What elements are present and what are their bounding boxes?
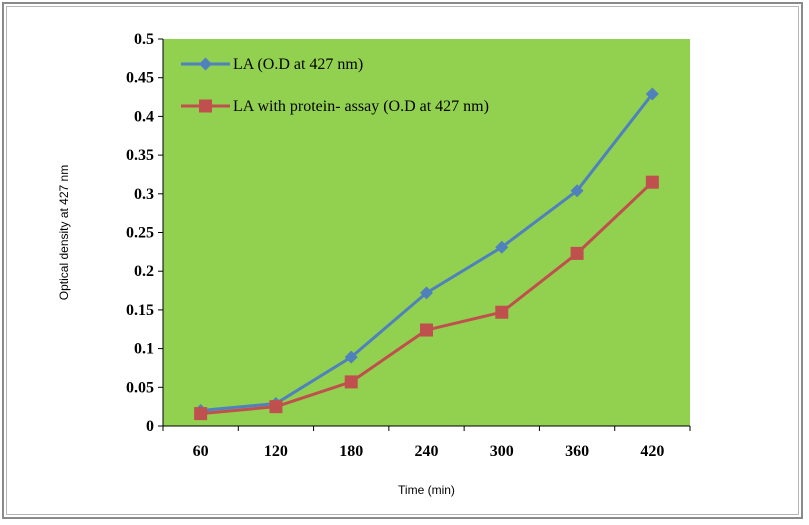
data-point [194,407,208,421]
legend-item-2: LA with protein- assay (O.D at 427 nm) [181,98,489,115]
y-tick-label: 0 [146,418,154,435]
data-point [645,175,659,189]
x-axis-title: Time (min) [398,483,455,497]
legend-label: LA with protein- assay (O.D at 427 nm) [233,98,489,115]
legend-label: LA (O.D at 427 nm) [233,56,363,73]
chart-inner-frame [6,6,799,515]
data-point [645,87,659,101]
y-tick-label: 0.35 [126,147,154,164]
y-tick-label: 0.25 [126,225,154,242]
data-point [570,184,584,198]
legend: LA (O.D at 427 nm) LA with protein- assay… [181,56,489,115]
legend-marker [199,99,212,113]
y-tick-label: 0.4 [134,108,154,125]
data-point [420,286,433,300]
x-tick-label: 240 [415,443,439,460]
y-tick-label: 0.3 [134,186,154,203]
y-tick-label: 0.05 [126,379,154,396]
y-tick-label: 0.45 [126,70,154,87]
data-point [495,240,509,254]
series-layer [194,87,659,421]
y-tick-label: 0.15 [126,302,154,319]
legend-item-1: LA (O.D at 427 nm) [181,56,363,73]
legend-marker [199,57,212,71]
x-tick-label: 120 [264,443,288,460]
data-point [344,350,358,364]
y-tick-label: 0.2 [134,263,154,280]
y-tick-label: 0.5 [134,31,154,48]
x-tick-label: 60 [193,443,209,460]
y-axis-title: Optical density at 427 nm [57,165,71,300]
x-tick-label: 180 [339,443,363,460]
data-point [344,375,358,389]
data-point [269,400,283,414]
y-tick-label: 0.1 [134,341,154,358]
x-tick-label: 360 [565,443,589,460]
data-point [420,323,433,337]
series-2 [194,175,659,421]
data-point [570,246,584,260]
data-point [495,305,509,319]
x-tick-label: 420 [640,443,664,460]
axes: 0 0.05 0.1 0.15 0.2 0.25 0.3 0.35 0.4 0.45 0.5 60 12… [126,31,691,460]
x-tick-label: 300 [490,443,514,460]
plot-area [163,39,690,426]
